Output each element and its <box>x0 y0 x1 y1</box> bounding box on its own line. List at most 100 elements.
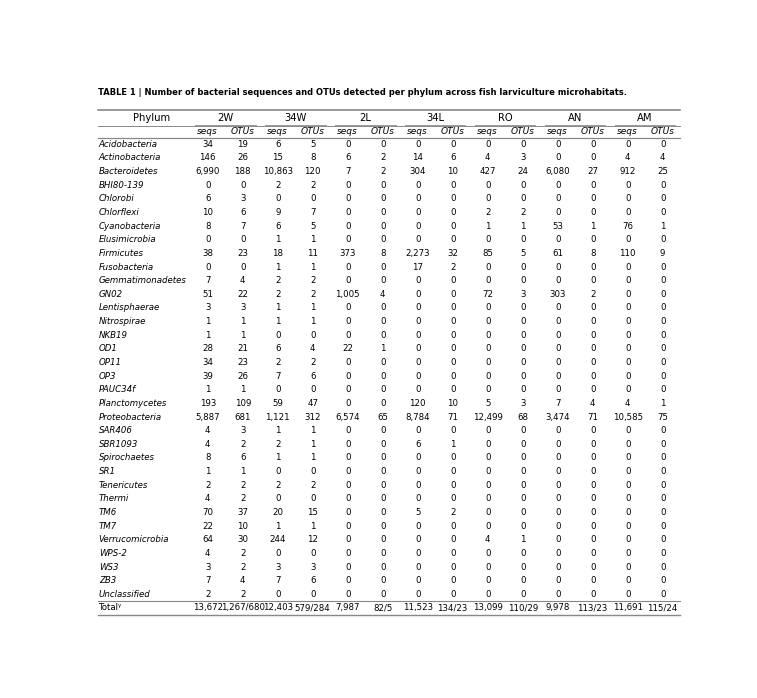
Text: 0: 0 <box>380 304 385 313</box>
Text: 0: 0 <box>520 194 525 203</box>
Text: 0: 0 <box>485 508 491 517</box>
Text: 0: 0 <box>415 358 420 367</box>
Text: 2: 2 <box>205 590 210 599</box>
Text: PAUC34f: PAUC34f <box>98 385 136 394</box>
Text: 2,273: 2,273 <box>406 249 430 258</box>
Text: 59: 59 <box>273 399 283 408</box>
Text: 0: 0 <box>450 371 456 380</box>
Text: 146: 146 <box>200 154 216 163</box>
Text: 12,403: 12,403 <box>263 604 293 612</box>
Text: 2: 2 <box>485 208 491 217</box>
Text: 0: 0 <box>555 385 560 394</box>
Text: 9: 9 <box>275 208 280 217</box>
Text: 579/284: 579/284 <box>294 604 331 612</box>
Text: 0: 0 <box>485 590 491 599</box>
Text: 2: 2 <box>310 481 316 490</box>
Text: 72: 72 <box>482 290 493 299</box>
Text: Chlorobi: Chlorobi <box>98 194 135 203</box>
Text: 0: 0 <box>450 385 456 394</box>
Text: 0: 0 <box>555 481 560 490</box>
Text: 3: 3 <box>310 563 316 572</box>
Text: 0: 0 <box>625 508 631 517</box>
Text: 0: 0 <box>450 563 456 572</box>
Text: 26: 26 <box>237 371 248 380</box>
Text: 0: 0 <box>555 508 560 517</box>
Text: 0: 0 <box>625 494 631 503</box>
Text: 15: 15 <box>273 154 283 163</box>
Text: 7,987: 7,987 <box>335 604 360 612</box>
Text: 0: 0 <box>450 590 456 599</box>
Text: 0: 0 <box>415 194 420 203</box>
Text: 0: 0 <box>590 358 596 367</box>
Text: 0: 0 <box>625 181 631 190</box>
Text: 0: 0 <box>520 344 525 353</box>
Text: 2: 2 <box>310 290 316 299</box>
Text: 6: 6 <box>240 208 245 217</box>
Text: 0: 0 <box>590 331 596 340</box>
Text: 0: 0 <box>450 549 456 558</box>
Text: 0: 0 <box>625 344 631 353</box>
Text: 0: 0 <box>590 385 596 394</box>
Text: 0: 0 <box>310 194 316 203</box>
Text: 0: 0 <box>415 140 420 149</box>
Text: 0: 0 <box>590 549 596 558</box>
Text: NKB19: NKB19 <box>98 331 128 340</box>
Text: OTUs: OTUs <box>301 127 325 136</box>
Text: 0: 0 <box>625 140 631 149</box>
Text: 0: 0 <box>380 563 385 572</box>
Text: 0: 0 <box>345 590 350 599</box>
Text: 23: 23 <box>237 358 248 367</box>
Text: 0: 0 <box>450 494 456 503</box>
Text: 3: 3 <box>205 563 210 572</box>
Text: 4: 4 <box>205 440 210 449</box>
Text: OTUs: OTUs <box>511 127 534 136</box>
Text: Verrucomicrobia: Verrucomicrobia <box>98 535 170 544</box>
Text: 1: 1 <box>310 440 316 449</box>
Text: 1,005: 1,005 <box>335 290 360 299</box>
Text: Gemmatimonadetes: Gemmatimonadetes <box>98 276 187 285</box>
Text: 0: 0 <box>590 194 596 203</box>
Text: 0: 0 <box>590 317 596 326</box>
Text: 0: 0 <box>415 317 420 326</box>
Text: 75: 75 <box>657 413 668 422</box>
Text: seqs: seqs <box>547 127 568 136</box>
Text: 34: 34 <box>202 358 213 367</box>
Text: 0: 0 <box>590 481 596 490</box>
Text: 2: 2 <box>310 276 316 285</box>
Text: OTUs: OTUs <box>231 127 255 136</box>
Text: 0: 0 <box>345 494 350 503</box>
Text: Lentisphaerae: Lentisphaerae <box>98 304 160 313</box>
Text: 0: 0 <box>590 521 596 530</box>
Text: 1,121: 1,121 <box>266 413 290 422</box>
Text: 0: 0 <box>660 317 665 326</box>
Text: Nitrospirae: Nitrospirae <box>98 317 146 326</box>
Text: 0: 0 <box>380 494 385 503</box>
Text: 2: 2 <box>240 494 245 503</box>
Text: 0: 0 <box>590 576 596 585</box>
Text: Proteobacteria: Proteobacteria <box>98 413 162 422</box>
Text: AN: AN <box>568 112 582 123</box>
Text: 0: 0 <box>485 454 491 463</box>
Text: 0: 0 <box>450 222 456 230</box>
Text: 0: 0 <box>555 304 560 313</box>
Text: 0: 0 <box>555 276 560 285</box>
Text: 120: 120 <box>304 167 321 176</box>
Text: 0: 0 <box>660 371 665 380</box>
Text: 1: 1 <box>310 235 316 244</box>
Text: 6: 6 <box>310 576 316 585</box>
Text: 0: 0 <box>450 140 456 149</box>
Text: 2: 2 <box>240 563 245 572</box>
Text: 7: 7 <box>275 576 281 585</box>
Text: 0: 0 <box>590 563 596 572</box>
Text: 8: 8 <box>380 249 385 258</box>
Text: 0: 0 <box>240 181 245 190</box>
Text: 0: 0 <box>345 399 350 408</box>
Text: 0: 0 <box>450 576 456 585</box>
Text: 0: 0 <box>660 440 665 449</box>
Text: 0: 0 <box>415 331 420 340</box>
Text: 0: 0 <box>485 563 491 572</box>
Text: 303: 303 <box>550 290 566 299</box>
Text: 8: 8 <box>205 222 210 230</box>
Text: 0: 0 <box>415 494 420 503</box>
Text: 0: 0 <box>625 535 631 544</box>
